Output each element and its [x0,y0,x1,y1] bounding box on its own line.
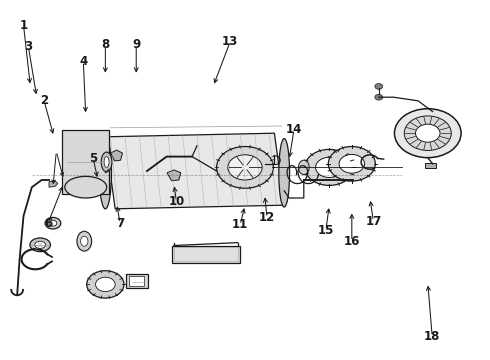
Bar [129,276,144,286]
Circle shape [339,154,365,173]
Circle shape [328,147,375,181]
Circle shape [217,147,273,188]
Text: 2: 2 [40,94,48,107]
Text: 10: 10 [168,195,185,208]
Text: 8: 8 [101,39,109,51]
Ellipse shape [30,238,50,252]
Text: 14: 14 [286,123,302,136]
Text: 5: 5 [89,152,97,165]
Polygon shape [105,133,284,209]
Ellipse shape [35,241,46,248]
Polygon shape [111,150,122,161]
Circle shape [96,277,115,292]
Circle shape [404,116,451,150]
Ellipse shape [65,176,107,198]
Ellipse shape [45,217,61,229]
Polygon shape [49,181,58,187]
Circle shape [228,155,262,180]
Text: 1: 1 [20,19,27,32]
Bar [425,163,436,168]
Circle shape [87,271,124,298]
Ellipse shape [77,231,92,251]
Bar [126,274,148,288]
Circle shape [375,94,383,100]
Text: 16: 16 [343,235,360,248]
Text: 3: 3 [24,40,32,53]
Ellipse shape [101,152,112,172]
Text: 6: 6 [44,217,52,230]
Circle shape [416,124,440,142]
Text: 13: 13 [222,35,239,48]
Text: 12: 12 [259,211,275,224]
Circle shape [316,157,343,177]
Ellipse shape [298,160,309,175]
Ellipse shape [279,139,290,207]
Circle shape [305,149,354,185]
Ellipse shape [80,236,88,246]
Circle shape [394,109,461,158]
Bar [174,247,238,261]
Text: 15: 15 [318,224,334,237]
Text: 11: 11 [232,219,248,231]
Ellipse shape [99,137,111,209]
Ellipse shape [49,220,57,226]
Bar [172,246,240,263]
Circle shape [375,84,383,89]
Bar [63,130,109,194]
Text: 18: 18 [424,330,441,343]
Text: 17: 17 [365,215,382,228]
Text: 9: 9 [132,39,140,51]
Text: 7: 7 [116,217,124,230]
Polygon shape [167,170,181,181]
Ellipse shape [104,157,109,167]
Text: 4: 4 [79,55,87,68]
